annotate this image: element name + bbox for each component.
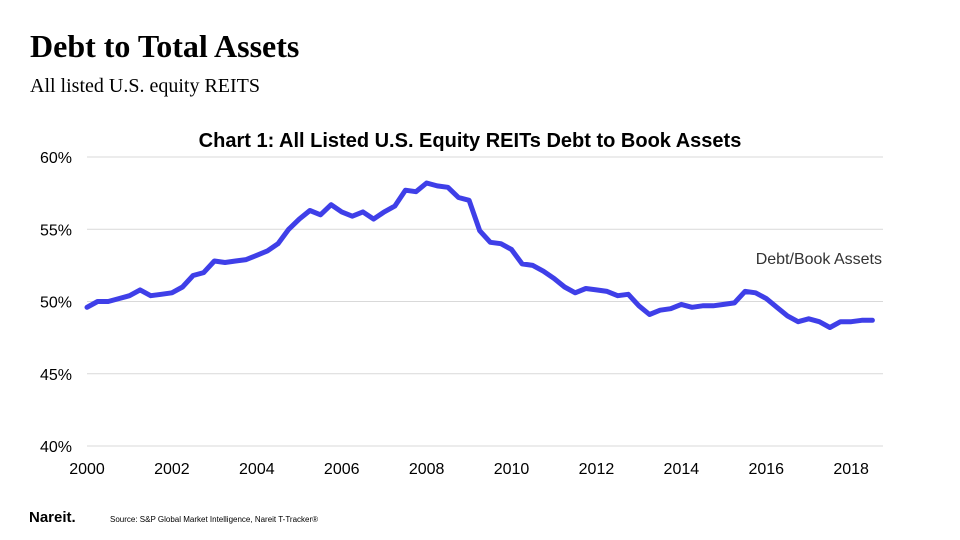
x-tick-label: 2002	[154, 461, 190, 478]
x-tick-label: 2014	[664, 461, 700, 478]
slide-subtitle: All listed U.S. equity REITS	[30, 75, 260, 97]
series-line-debt-book-assets	[84, 180, 875, 330]
x-tick-label: 2004	[239, 461, 275, 478]
slide-title: Debt to Total Assets	[30, 28, 300, 64]
series-label-debt-book-assets: Debt/Book Assets	[756, 251, 882, 268]
x-tick-label: 2018	[833, 461, 869, 478]
x-tick-label: 2012	[579, 461, 615, 478]
x-tick-label: 2000	[69, 461, 105, 478]
grid-layer	[87, 156, 883, 447]
chart-title: Chart 1: All Listed U.S. Equity REITs De…	[199, 130, 742, 152]
y-tick-label: 50%	[40, 295, 72, 312]
y-axis-labels: 40% 45% 50% 55% 60%	[40, 150, 72, 456]
x-tick-label: 2008	[409, 461, 445, 478]
y-tick-label: 60%	[40, 150, 72, 167]
y-tick-label: 55%	[40, 222, 72, 239]
source-note: Source: S&P Global Market Intelligence, …	[110, 515, 319, 524]
y-tick-label: 40%	[40, 439, 72, 456]
x-tick-label: 2010	[494, 461, 530, 478]
y-tick-label: 45%	[40, 367, 72, 384]
x-axis-labels: 2000 2002 2004 2006 2008 2010 2012 2014 2016 2018	[69, 461, 869, 478]
x-tick-label: 2016	[748, 461, 784, 478]
x-tick-label: 2006	[324, 461, 360, 478]
nareit-logo: Nareit.	[29, 509, 76, 526]
